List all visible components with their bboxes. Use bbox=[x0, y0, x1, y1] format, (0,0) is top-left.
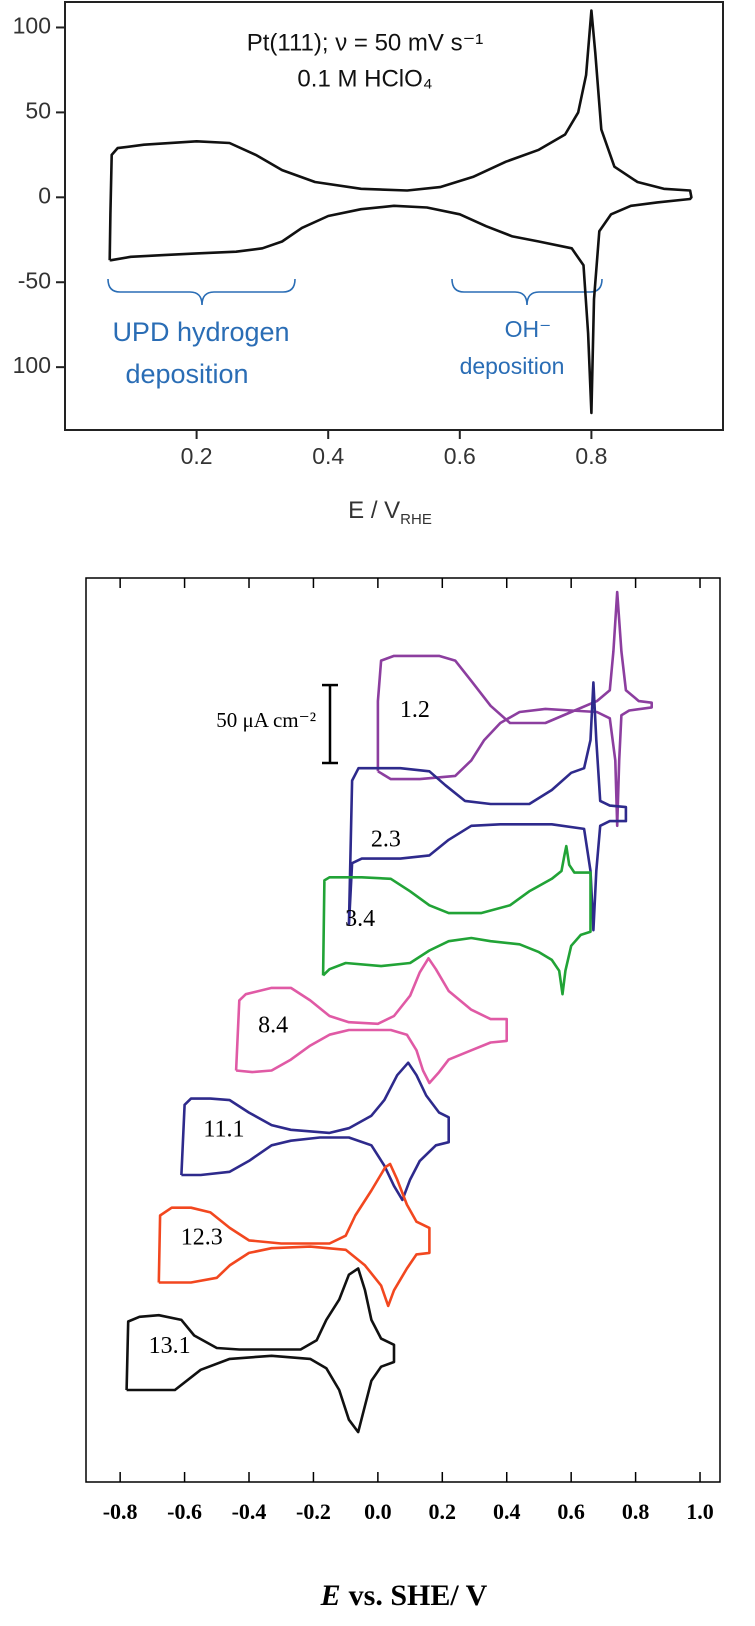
y-tick-label: 100 bbox=[13, 352, 51, 378]
x-tick-label: -0.4 bbox=[232, 1499, 267, 1524]
x-tick-label: 0.6 bbox=[557, 1499, 585, 1524]
series-label: 8.4 bbox=[258, 1013, 288, 1039]
x-axis-label-main: E / V bbox=[348, 497, 400, 524]
cv-curve bbox=[321, 844, 592, 996]
scale-bar-label: 50 μA cm⁻² bbox=[216, 708, 316, 732]
region-brace bbox=[451, 278, 603, 306]
series-label: 13.1 bbox=[149, 1333, 191, 1359]
annotation: 0.1 M HClO₄ bbox=[297, 65, 432, 92]
y-tick-label: 0 bbox=[38, 182, 51, 208]
x-tick-label: 0.4 bbox=[493, 1499, 521, 1524]
plot-frame bbox=[85, 577, 721, 1483]
region-brace bbox=[107, 278, 296, 306]
y-tick-label: 100 bbox=[13, 13, 51, 39]
series-label: 11.1 bbox=[203, 1116, 244, 1142]
x-tick-label: -0.6 bbox=[167, 1499, 202, 1524]
region-label: OH⁻ bbox=[505, 316, 552, 342]
x-tick-label: 1.0 bbox=[686, 1499, 714, 1524]
x-tick-label: 0.2 bbox=[181, 443, 213, 469]
x-tick-label: 0.8 bbox=[622, 1499, 650, 1524]
cv-curve bbox=[125, 1267, 396, 1434]
region-label: deposition bbox=[460, 353, 565, 379]
x-axis-label-symbol: E bbox=[320, 1579, 341, 1612]
cv-curve bbox=[108, 9, 693, 415]
x-tick-label: 0.0 bbox=[364, 1499, 392, 1524]
y-tick-label: 50 bbox=[25, 97, 51, 123]
y-tick-label: -50 bbox=[18, 267, 51, 293]
series-label: 2.3 bbox=[371, 826, 401, 852]
cv-curve bbox=[376, 590, 653, 828]
cv-curve bbox=[234, 957, 508, 1085]
cv-curve bbox=[180, 1061, 450, 1202]
cv-curve bbox=[157, 1162, 431, 1308]
cv-curve bbox=[347, 681, 628, 932]
x-tick-label: 0.8 bbox=[575, 443, 607, 469]
x-axis-label-main: vs. SHE/ V bbox=[349, 1579, 488, 1612]
series-label: 1.2 bbox=[400, 697, 430, 723]
region-label: deposition bbox=[125, 359, 248, 389]
x-tick-label: 0.6 bbox=[444, 443, 476, 469]
x-tick-label: 0.4 bbox=[312, 443, 344, 469]
x-tick-label: -0.8 bbox=[103, 1499, 138, 1524]
x-axis-label: E / VRHE bbox=[348, 497, 432, 528]
x-tick-label: -0.2 bbox=[296, 1499, 331, 1524]
x-axis-label-subscript: RHE bbox=[400, 511, 432, 528]
plot-frame bbox=[64, 1, 724, 431]
x-tick-label: 0.2 bbox=[429, 1499, 457, 1524]
annotation: Pt(111); ν = 50 mV s⁻¹ bbox=[247, 29, 484, 56]
series-label: 12.3 bbox=[181, 1225, 223, 1251]
region-label: UPD hydrogen bbox=[112, 317, 289, 347]
series-label: 3.4 bbox=[345, 906, 375, 932]
